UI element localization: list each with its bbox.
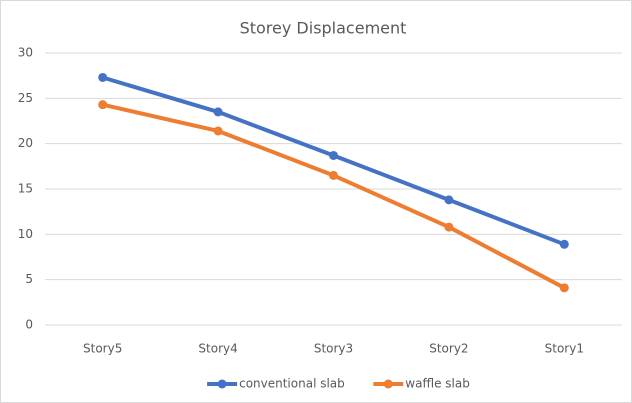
x-tick-label: Story4: [198, 342, 237, 356]
data-point: [444, 195, 454, 205]
data-point: [98, 100, 108, 110]
data-point: [329, 170, 338, 180]
legend-label: conventional slab: [239, 377, 345, 391]
chart-title: Storey Displacement: [240, 19, 407, 38]
x-tick-label: Story1: [545, 342, 584, 356]
y-tick-label: 15: [18, 182, 33, 196]
legend-marker: [383, 379, 393, 389]
y-tick-label: 0: [25, 318, 33, 332]
data-point: [329, 150, 338, 160]
legend-label: waffle slab: [405, 377, 470, 391]
y-tick-label: 25: [18, 91, 33, 105]
y-tick-label: 5: [25, 272, 33, 286]
x-tick-label: Story2: [429, 342, 468, 356]
x-tick-label: Story3: [314, 342, 353, 356]
data-point: [559, 239, 569, 249]
data-point: [444, 222, 454, 232]
data-point: [98, 72, 108, 82]
data-point: [213, 126, 223, 136]
legend-marker: [217, 379, 227, 389]
data-point: [213, 107, 223, 117]
x-tick-label: Story5: [83, 342, 122, 356]
y-tick-label: 10: [18, 227, 33, 241]
y-tick-label: 20: [18, 136, 33, 150]
data-point: [559, 283, 569, 293]
y-tick-label: 30: [18, 46, 33, 60]
